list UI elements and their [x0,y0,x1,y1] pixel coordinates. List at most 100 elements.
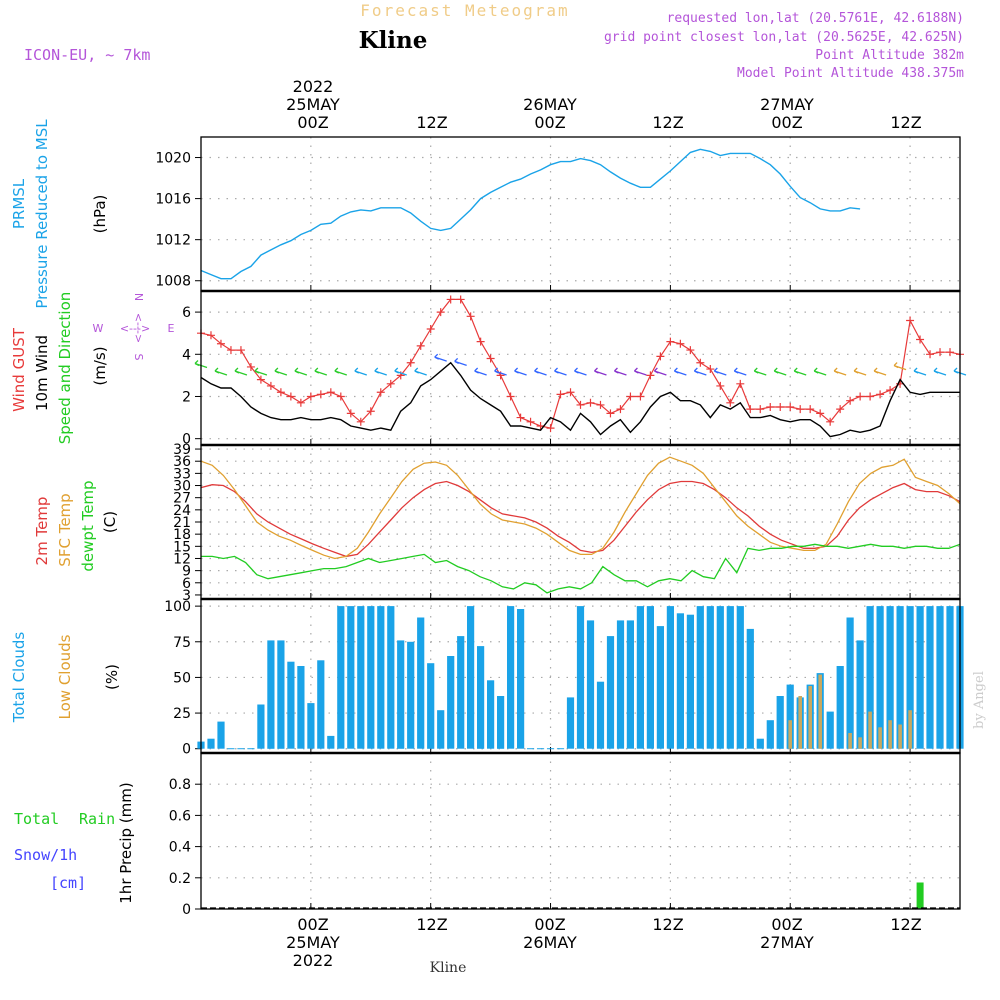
wind-ytick-label: 0 [182,432,191,448]
gust-marker [876,390,885,399]
total-cloud-bar [447,656,455,749]
total-cloud-bar [936,606,944,749]
wind-direction-arrow [933,367,947,376]
clouds-unit: (%) [103,664,121,690]
top-label-line2: 26MAY [523,95,577,114]
wind-direction-arrow [913,367,927,376]
top-label-time: 00Z [771,113,802,132]
gust-marker [206,331,215,340]
total-cloud-bar [606,636,615,749]
grid-point-coords: grid point closest lon,lat (20.5625E, 42… [604,30,964,45]
gust-marker [386,379,395,388]
pressure-frame [200,136,961,292]
gust-marker [666,337,675,346]
pressure-unit: (hPa) [91,195,109,234]
bottom-label-time: 12Z [890,915,921,934]
gust-marker [426,324,435,333]
top-label-line1: 2022 [293,77,334,96]
total-cloud-bar [467,606,475,749]
gust-marker [716,381,725,390]
gust-marker [366,407,375,416]
temp-ytick-label: 30 [173,479,191,495]
wind-panel-labels: Wind GUST 10m Wind Speed and Direction (… [10,292,175,445]
temp-ytick-label: 12 [173,551,191,567]
gust-marker [916,335,925,344]
gust-marker [756,405,765,414]
precip-ytick-label: 0 [182,902,191,918]
gust-marker [296,398,305,407]
pressure-ytick-label: 1020 [155,151,191,167]
gust-marker [516,413,525,422]
pressure-ytick-label: 1012 [155,233,191,249]
wind-frame [200,290,961,446]
gust-marker [446,295,455,304]
gust-marker [246,362,255,371]
temp-ytick-label: 6 [182,576,191,592]
low-cloud-bar [798,696,802,749]
pressure-ytick-label: 1016 [155,192,191,208]
gust-marker [556,390,565,399]
total-cloud-bar [756,738,764,749]
temp-dewpt-line [201,543,961,594]
precip-panel: 0 0.2 0.4 0.6 0.8 [169,752,961,918]
pressure-panel: 1008 1012 1016 1020 [155,136,961,292]
wind-direction-arrow [514,367,527,376]
wind-direction-arrow [713,367,727,376]
gust-marker [456,295,465,304]
total-cloud-bar [866,606,874,749]
total-cloud-bar [676,613,684,749]
total-cloud-bar [916,606,924,749]
gust-marker [286,392,295,401]
bottom-label-date: 25MAY [286,933,340,952]
wind-direction-arrow [574,367,587,376]
top-label-time: 00Z [534,113,565,132]
wind-direction-arrow [434,353,447,362]
footer-location: Kline [430,960,467,976]
wind-direction-arrow [494,367,507,376]
clouds-ytick-label: 100 [164,599,191,615]
temp-ytick-label: 27 [173,491,191,507]
gust-marker [746,405,755,414]
total-cloud-bar [576,606,585,749]
top-label-time: 12Z [652,113,683,132]
bottom-label-time: 12Z [416,915,447,934]
total-cloud-bar [836,666,844,749]
total-cloud-bar [257,704,265,749]
clouds-ytick-label: 25 [173,706,191,722]
total-cloud-bar [686,614,694,749]
low-cloud-bar [788,720,792,749]
total-cloud-bar [666,606,674,749]
temp-2m-label: 2m Temp [33,497,51,566]
pressure-panel-labels: PRMSL Pressure Reduced to MSL (hPa) [10,119,109,309]
total-cloud-bar [946,606,954,749]
total-cloud-bar [267,640,275,749]
total-cloud-bar [726,606,734,749]
temp-ytick-label: 15 [173,539,191,555]
gust-marker [926,350,935,359]
temp-2m-line [200,480,961,558]
gust-marker [626,392,635,401]
total-cloud-bar [786,684,794,749]
total-cloud-bar [357,606,365,749]
gust-marker [486,354,495,363]
total-cloud-bar [517,609,525,749]
top-time-axis: 2022 25MAY 00Z 12Z 26MAY 00Z 12Z 27MAY 0… [286,77,922,132]
requested-coords: requested lon,lat (20.5761E, 42.6188N) [667,11,964,26]
top-label-line2: 25MAY [286,95,340,114]
compass-east: E [168,322,175,335]
gust-marker [356,417,365,426]
total-cloud-bar [317,660,325,749]
gust-marker [826,417,835,426]
total-cloud-bar [287,661,295,749]
total-cloud-bar [207,738,215,749]
gust-marker [656,352,665,361]
clouds-ytick-label: 75 [173,635,191,651]
precip-panel-labels: Total Rain Snow/1h [cm] 1hr Precip (mm) [14,782,135,903]
clouds-panel: 0 25 50 75 100 [164,598,964,758]
wind-direction-arrow [374,367,387,376]
wind-direction-arrow [673,367,687,376]
gust-marker [886,386,895,395]
wind-direction-arrow [813,367,827,376]
gust-marker [416,341,425,350]
wind-direction-arrow [893,362,907,371]
